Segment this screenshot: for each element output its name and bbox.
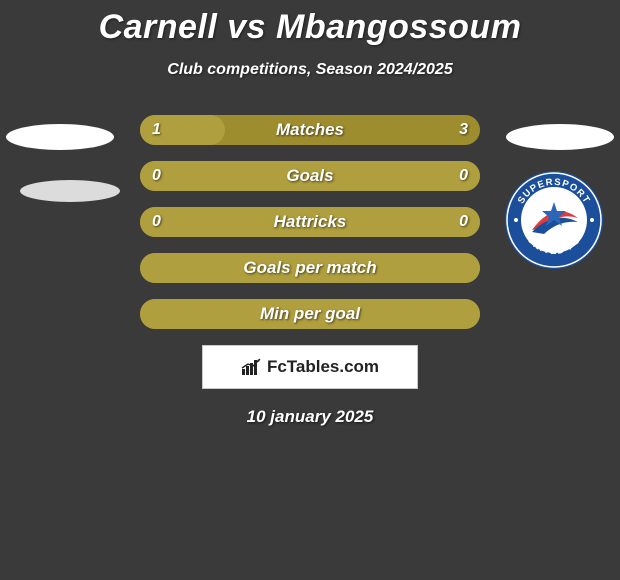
player-left-avatar-placeholder — [6, 124, 114, 150]
bar-label: Hattricks — [140, 207, 480, 237]
bar-label: Matches — [140, 115, 480, 145]
page-title: Carnell vs Mbangossoum — [0, 0, 620, 47]
page-subtitle: Club competitions, Season 2024/2025 — [0, 61, 620, 79]
bar-label: Min per goal — [140, 299, 480, 329]
stat-bar: 00Goals — [140, 161, 480, 191]
club-badge: SUPERSPORT UNITED FC — [504, 170, 604, 270]
stat-bar: 13Matches — [140, 115, 480, 145]
bar-label: Goals per match — [140, 253, 480, 283]
bar-label: Goals — [140, 161, 480, 191]
date-text: 10 january 2025 — [0, 407, 620, 427]
stat-bar: 00Hattricks — [140, 207, 480, 237]
stat-bar: Min per goal — [140, 299, 480, 329]
stat-bar: Goals per match — [140, 253, 480, 283]
player-left-club-placeholder — [20, 180, 120, 202]
watermark-text: FcTables.com — [267, 357, 379, 377]
watermark-box: FcTables.com — [202, 345, 418, 389]
player-right-avatar-placeholder — [506, 124, 614, 150]
chart-icon — [241, 358, 263, 376]
